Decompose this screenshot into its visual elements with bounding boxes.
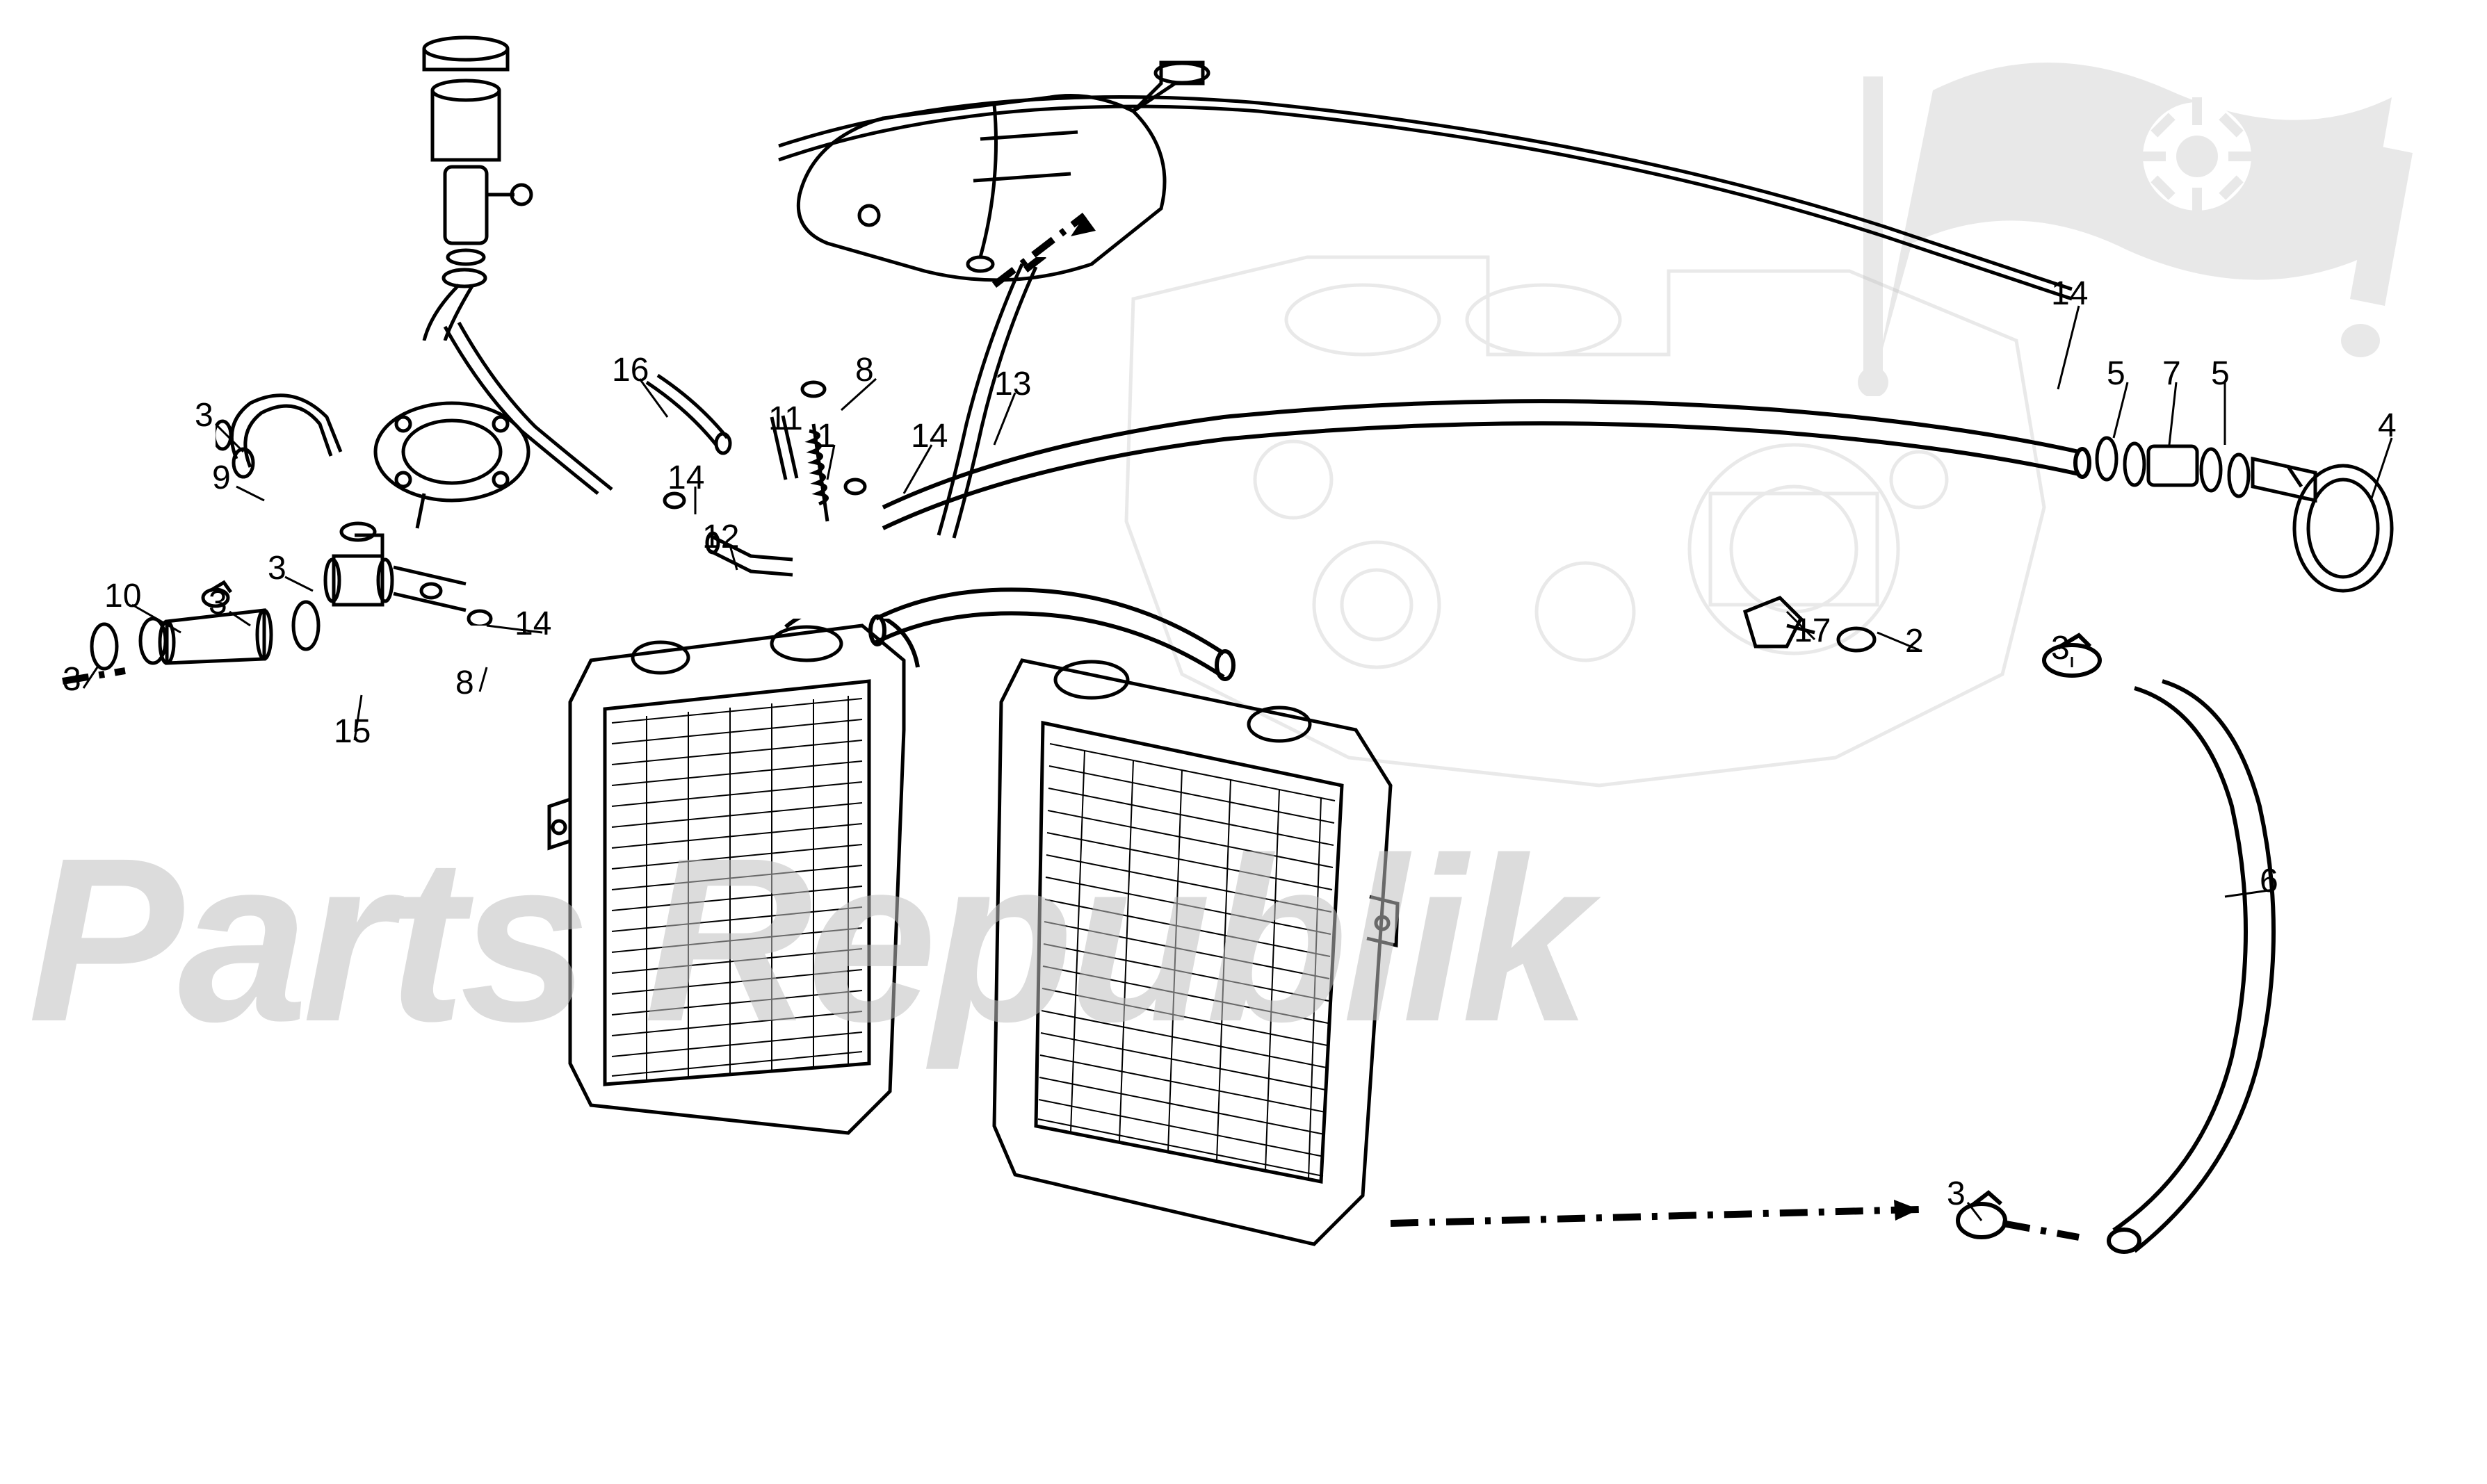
callout-5a: 5 <box>2107 354 2125 393</box>
watermark-text: Parts Republik <box>28 806 1586 1075</box>
callout-3d: 3 <box>2051 629 2070 667</box>
callout-9: 9 <box>212 459 231 497</box>
callout-5b: 5 <box>2211 354 2230 393</box>
callout-10: 10 <box>104 577 141 615</box>
connection-lines <box>0 0 2487 1484</box>
parts-diagram: 14 5 7 5 4 16 8 13 3 11 1 14 9 14 12 3 1… <box>0 0 2487 1484</box>
callout-3e: 3 <box>63 660 81 699</box>
callout-16: 16 <box>612 351 649 389</box>
callout-14b: 14 <box>911 417 948 455</box>
callout-4: 4 <box>2378 407 2397 445</box>
callout-14d: 14 <box>515 605 551 643</box>
callout-1: 1 <box>817 417 836 455</box>
callout-14a: 14 <box>2051 275 2088 313</box>
callout-15: 15 <box>334 712 371 751</box>
callout-13: 13 <box>994 365 1031 403</box>
callout-2: 2 <box>1905 622 1924 660</box>
callout-8a: 8 <box>855 351 874 389</box>
callout-17: 17 <box>1794 612 1831 650</box>
callout-7: 7 <box>2162 354 2181 393</box>
callout-11: 11 <box>768 400 803 438</box>
callout-3b: 3 <box>268 549 286 587</box>
callout-12: 12 <box>702 518 739 556</box>
callout-8b: 8 <box>455 664 474 702</box>
callout-6: 6 <box>2260 862 2278 900</box>
callout-14c: 14 <box>667 459 704 497</box>
callout-3f: 3 <box>1947 1175 1966 1213</box>
callout-3c: 3 <box>209 584 227 622</box>
callout-3a: 3 <box>195 396 213 434</box>
